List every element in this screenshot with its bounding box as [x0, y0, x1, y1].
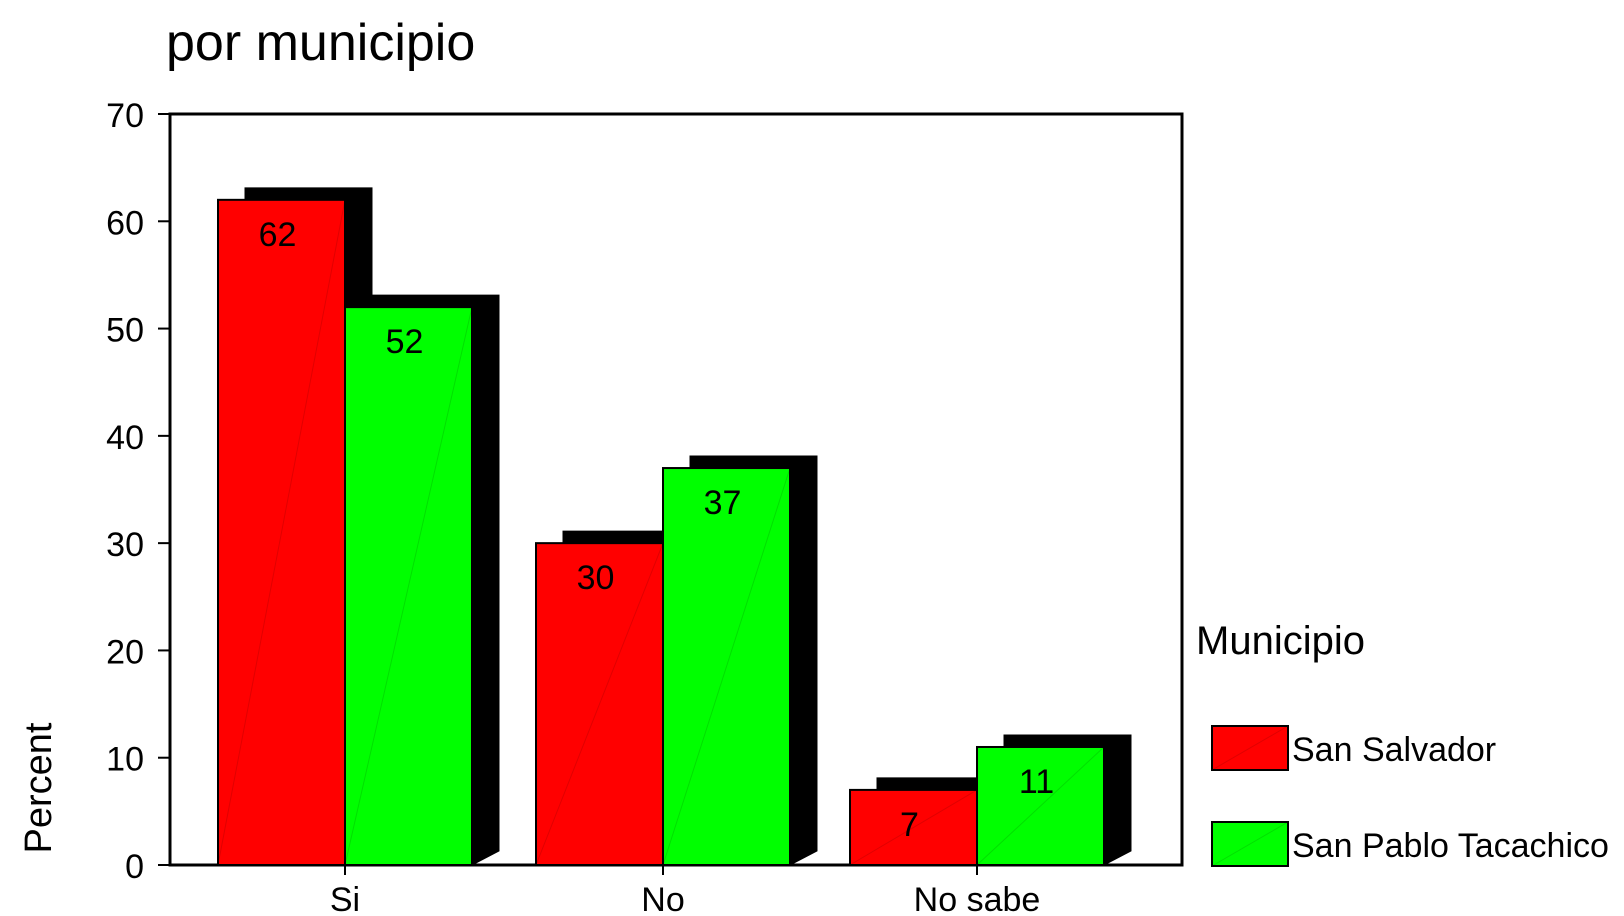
- legend-swatch-hatch: [1211, 821, 1289, 867]
- data-label: 37: [704, 484, 742, 522]
- bar: [976, 745, 1105, 866]
- legend-entry-label: San Pablo Tacachico: [1292, 827, 1609, 865]
- x-tick-label: No: [641, 881, 684, 916]
- x-tick-label: No sabe: [914, 881, 1041, 916]
- data-label: 62: [259, 216, 297, 254]
- y-tick-label: 60: [106, 204, 144, 242]
- y-tick-label: 20: [106, 633, 144, 671]
- bar: [217, 198, 346, 867]
- data-label: 30: [577, 559, 615, 597]
- bar-hatch-line: [344, 307, 473, 866]
- y-tick-label: 50: [106, 312, 144, 350]
- legend: San Salvador San Pablo Tacachico: [1211, 725, 1609, 867]
- y-tick-label: 30: [106, 526, 144, 564]
- bar: [662, 467, 791, 866]
- y-tick-label: 0: [125, 848, 144, 886]
- bar-hatch-line: [662, 467, 791, 866]
- legend-entry-label: San Salvador: [1292, 731, 1496, 769]
- bar: [849, 788, 978, 867]
- bar-hatch-line: [976, 746, 1105, 866]
- legend-title: Municipio: [1196, 619, 1365, 663]
- data-label: 52: [386, 323, 424, 361]
- legend-swatch: [1211, 821, 1289, 867]
- x-tick-label: Si: [330, 881, 360, 916]
- data-label: 11: [1019, 763, 1054, 801]
- bar-hatch-line: [849, 789, 978, 866]
- bar: [535, 542, 664, 867]
- data-label: 7: [900, 806, 919, 844]
- chart-title: por municipio: [166, 14, 475, 72]
- plot-area: 0 10 20 30 40 50 60 70 62 52 Si 30 37 No 7 11 No sabe: [106, 97, 1184, 916]
- y-tick-label: 10: [106, 741, 144, 779]
- bar-hatch-line: [217, 199, 346, 866]
- legend-swatch-hatch: [1211, 725, 1289, 771]
- bar-hatch-line: [535, 542, 664, 866]
- y-tick-label: 40: [106, 419, 144, 457]
- y-tick-label: 70: [106, 97, 144, 135]
- legend-swatch: [1211, 725, 1289, 771]
- bar: [344, 306, 473, 867]
- y-axis-label: Percent: [18, 722, 60, 853]
